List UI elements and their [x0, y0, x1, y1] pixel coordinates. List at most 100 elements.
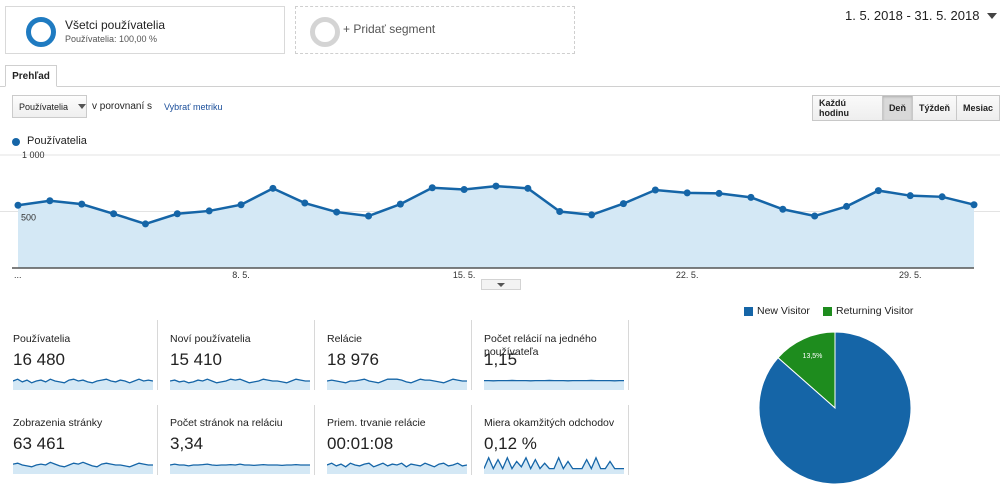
scorecard[interactable]: Priem. trvanie relácie 00:01:08 [315, 405, 472, 475]
segment-all-users[interactable]: Všetci používatelia Používatelia: 100,00… [5, 6, 285, 54]
pie-slice-label: 13,5% [803, 353, 823, 360]
data-point[interactable] [173, 210, 181, 218]
data-point[interactable] [110, 210, 118, 218]
y-tick-label: 1 000 [22, 150, 45, 160]
data-point[interactable] [333, 208, 341, 216]
data-point[interactable] [301, 199, 309, 207]
scorecard[interactable]: Počet stránok na reláciu 3,34 [158, 405, 315, 475]
choose-metric-link[interactable]: Vybrať metriku [164, 102, 223, 112]
x-tick-label: 15. 5. [453, 270, 476, 280]
add-segment-label: + Pridať segment [343, 22, 436, 36]
scorecard-label: Počet relácií na jedného používateľa [484, 333, 597, 358]
visitor-type-pie-chart[interactable]: 13,5% 86,5% [755, 328, 915, 488]
sparkline-line [327, 462, 467, 468]
sparkline-line [327, 378, 467, 384]
metric-select[interactable]: Používatelia [12, 95, 87, 118]
scorecard[interactable]: Počet relácií na jedného používateľa 1,15 [472, 320, 629, 390]
data-point[interactable] [588, 211, 596, 219]
sparkline-area [484, 380, 624, 390]
sparkline-area [170, 379, 310, 390]
period-week-button[interactable]: Týždeň [912, 96, 957, 120]
data-point[interactable] [46, 197, 54, 205]
data-point[interactable] [205, 207, 213, 215]
series-area [18, 186, 974, 268]
compare-label: v porovnaní s [92, 101, 153, 112]
scorecard[interactable]: Zobrazenia stránky 63 461 [1, 405, 158, 475]
period-month-button[interactable]: Mesiac [956, 96, 999, 120]
scorecard-sparkline [484, 456, 624, 474]
data-point[interactable] [843, 202, 851, 210]
data-point[interactable] [556, 208, 564, 215]
users-line-chart[interactable]: 1 000 500... 8. 5. 15. 5. 22. 5. 29. 5. [0, 150, 1000, 285]
scorecard-sparkline [170, 378, 310, 390]
segment-subtitle: Používatelia: 100,00 % [65, 34, 158, 44]
scorecard[interactable]: Miera okamžitých odchodov 0,12 % [472, 405, 629, 475]
segment-ring-icon [26, 17, 56, 47]
add-segment-button[interactable]: + Pridať segment [295, 6, 575, 54]
scorecard[interactable]: Noví používatelia 15 410 [158, 320, 315, 390]
pie-slice-label: 86,5% [867, 479, 887, 486]
sparkline-line [170, 463, 310, 467]
scorecard-sparkline [327, 378, 467, 390]
chevron-down-icon [497, 282, 505, 287]
period-day-button[interactable]: Deň [882, 96, 913, 120]
scorecard-value: 0,12 % [484, 434, 537, 453]
sparkline-area [13, 462, 153, 474]
x-tick-label: 29. 5. [899, 270, 922, 280]
pie-legend-returning[interactable]: Returning Visitor [823, 305, 913, 317]
sparkline-area [327, 379, 467, 390]
data-point[interactable] [14, 201, 22, 209]
scorecard-value: 00:01:08 [327, 434, 394, 453]
scorecard-sparkline [484, 379, 624, 390]
scorecard-label: Používatelia [13, 333, 71, 345]
data-point[interactable] [460, 185, 468, 193]
tab-overview[interactable]: Prehľad [5, 65, 57, 87]
data-point[interactable] [651, 186, 659, 194]
data-point[interactable] [269, 184, 277, 192]
data-point[interactable] [141, 220, 149, 228]
data-point[interactable] [78, 200, 86, 208]
scorecard-value: 15 410 [170, 350, 222, 369]
pie-slice-new[interactable] [758, 331, 912, 485]
data-point[interactable] [970, 201, 978, 209]
data-point[interactable] [779, 205, 787, 213]
x-tick-label: 8. 5. [232, 270, 250, 280]
data-point[interactable] [365, 212, 373, 220]
scorecard-label: Počet stránok na reláciu [170, 417, 283, 429]
scorecard-sparkline [13, 461, 153, 474]
sparkline-area [170, 464, 310, 474]
data-point[interactable] [237, 201, 245, 209]
chevron-down-icon [78, 104, 87, 109]
chart-legend-label: Používatelia [27, 135, 87, 147]
pie-slice-returning[interactable] [777, 331, 836, 410]
date-range-picker[interactable]: 1. 5. 2018 - 31. 5. 2018 [845, 8, 998, 23]
segment-title: Všetci používatelia [65, 18, 166, 32]
data-point[interactable] [906, 192, 914, 200]
period-toggle-group: Každú hodinu Deň Týždeň Mesiac [812, 95, 1000, 121]
scorecard[interactable]: Relácie 18 976 [315, 320, 472, 390]
scorecard-label: Noví používatelia [170, 333, 251, 345]
data-point[interactable] [715, 189, 723, 197]
data-point[interactable] [619, 200, 627, 208]
scorecard-value: 1,15 [484, 350, 518, 369]
period-hourly-button[interactable]: Každú hodinu [813, 96, 883, 120]
data-point[interactable] [938, 193, 946, 201]
data-point[interactable] [524, 184, 532, 192]
sparkline-line [484, 456, 624, 471]
data-point[interactable] [874, 187, 882, 195]
data-point[interactable] [492, 182, 500, 190]
legend-dot-icon [12, 138, 20, 146]
sparkline-area [13, 379, 153, 390]
pie-legend-new[interactable]: New Visitor [744, 305, 810, 317]
collapse-chart-button[interactable] [481, 279, 521, 290]
scorecard[interactable]: Používatelia 16 480 [1, 320, 158, 390]
data-point[interactable] [747, 193, 755, 201]
data-point[interactable] [428, 184, 436, 192]
data-point[interactable] [811, 212, 819, 220]
scorecard-value: 63 461 [13, 434, 65, 453]
date-range-label: 1. 5. 2018 - 31. 5. 2018 [845, 8, 980, 23]
legend-square-icon [744, 306, 753, 316]
data-point[interactable] [683, 189, 691, 197]
data-point[interactable] [396, 200, 404, 208]
scorecard-sparkline [327, 462, 467, 474]
